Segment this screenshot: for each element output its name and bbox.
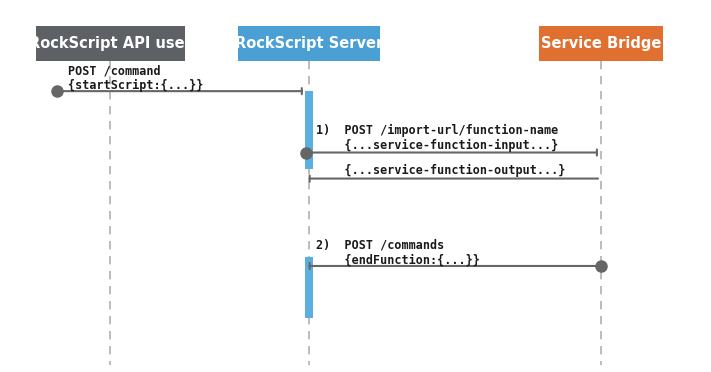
FancyBboxPatch shape [238, 26, 380, 61]
FancyBboxPatch shape [539, 26, 663, 61]
FancyBboxPatch shape [306, 257, 313, 318]
FancyBboxPatch shape [36, 26, 185, 61]
Text: RockScript Server: RockScript Server [235, 36, 383, 51]
Text: POST /command: POST /command [68, 64, 160, 77]
Text: {...service-function-output...}: {...service-function-output...} [316, 163, 566, 177]
FancyBboxPatch shape [306, 91, 313, 169]
Text: RockScript API user: RockScript API user [28, 36, 192, 51]
Text: Service Bridge: Service Bridge [540, 36, 661, 51]
Text: 1)  POST /import-url/function-name: 1) POST /import-url/function-name [316, 124, 559, 138]
Text: 2)  POST /commands: 2) POST /commands [316, 238, 444, 251]
Text: {startScript:{...}}: {startScript:{...}} [68, 79, 203, 92]
Text: {...service-function-input...}: {...service-function-input...} [316, 139, 559, 153]
Text: {endFunction:{...}}: {endFunction:{...}} [316, 254, 480, 267]
